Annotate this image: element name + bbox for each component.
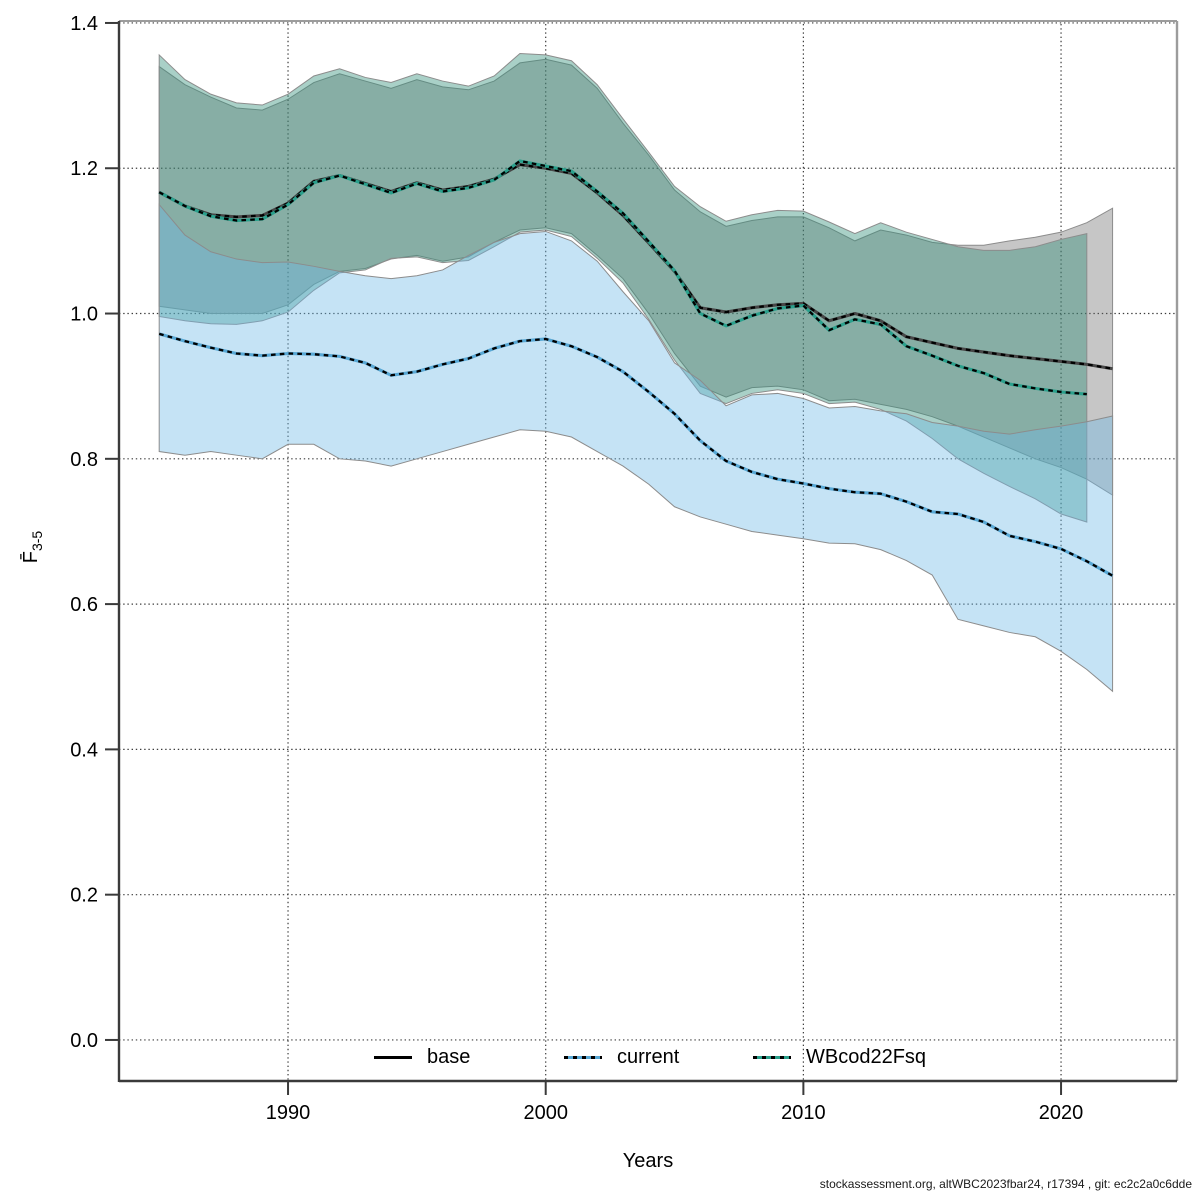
- y-axis-label-main: F̄: [20, 551, 42, 564]
- x-tick-label: 2020: [1039, 1102, 1084, 1124]
- legend-line-sample-base: [374, 1055, 412, 1059]
- confidence-band-wbcod22fsq: [158, 52, 1088, 523]
- y-tick-label: 0.6: [70, 594, 98, 616]
- legend-line-sample-wbcod22fsq: [753, 1055, 791, 1059]
- confidence-band-current: [158, 203, 1114, 693]
- legend-item-current: current: [564, 1044, 679, 1070]
- x-tick-label: 2010: [781, 1102, 826, 1124]
- legend-item-base: base: [374, 1044, 470, 1070]
- legend-label-wbcod22fsq: WBcod22Fsq: [806, 1045, 927, 1068]
- y-tick-label: 0.8: [70, 449, 98, 471]
- legend-label-base: base: [427, 1045, 471, 1068]
- x-tick-label: 2000: [523, 1102, 568, 1124]
- footer-attribution: stockassessment.org, altWBC2023fbar24, r…: [819, 1177, 1192, 1191]
- median-line-wbcod22fsq: [158, 159, 1087, 396]
- legend-item-wbcod22fsq: WBcod22Fsq: [753, 1044, 926, 1070]
- x-axis-label: Years: [622, 1150, 674, 1172]
- y-tick-label: 1.2: [70, 158, 98, 180]
- legend-line-sample-current: [564, 1055, 602, 1059]
- plot-frame: [117, 20, 1179, 1083]
- y-tick-label: 0.2: [70, 885, 98, 907]
- x-tick-label: 1990: [266, 1102, 311, 1124]
- y-tick-label: 0.4: [70, 739, 98, 761]
- y-tick-label: 1.0: [70, 304, 98, 326]
- legend-label-current: current: [617, 1045, 680, 1068]
- y-axis-label: F̄3-5: [20, 482, 46, 612]
- axis-ticks: [105, 21, 1063, 1095]
- y-tick-label: 1.4: [70, 13, 98, 35]
- median-line-current: [158, 332, 1114, 578]
- axis-tick-labels: 0.0 0.2 0.4 0.6 0.8 1.0 1.2 1.4 1990 2000 2010 2020: [70, 13, 1083, 1124]
- y-axis-label-subscript: 3-5: [29, 530, 45, 552]
- y-tick-label: 0.0: [70, 1030, 98, 1052]
